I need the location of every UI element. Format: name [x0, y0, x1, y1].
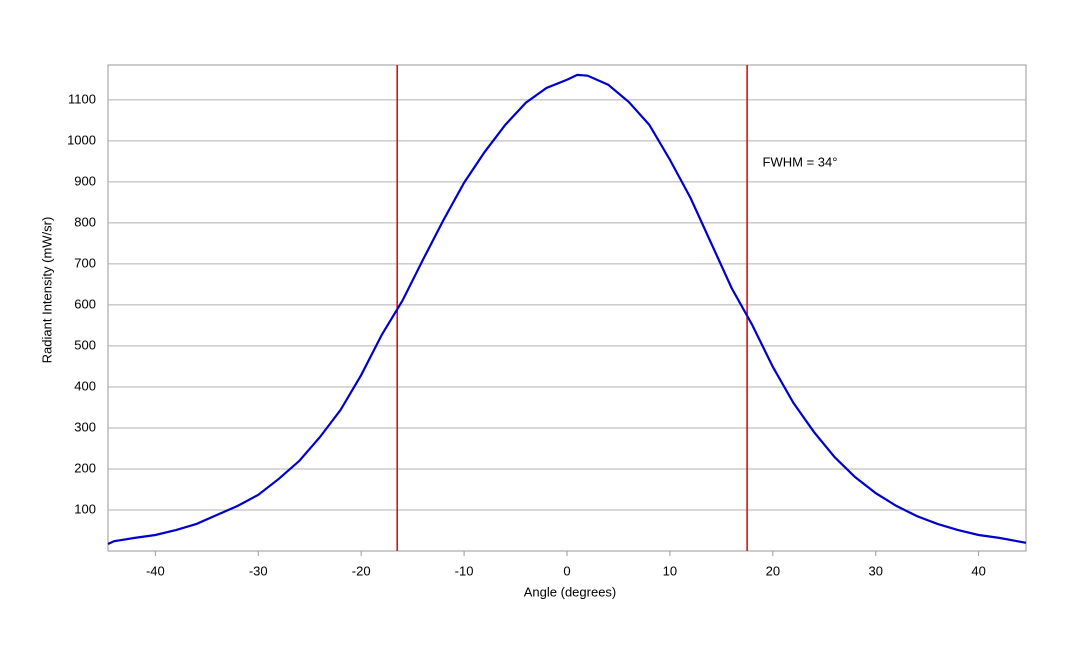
plot-frame: [107, 64, 1027, 552]
x-tick-label: 40: [971, 563, 985, 578]
data-line: [107, 73, 1027, 546]
y-tick-label: 500: [74, 337, 96, 352]
x-tick-label: 0: [563, 563, 570, 578]
y-tick-label: 200: [74, 460, 96, 475]
annotation: FWHM = 34°: [763, 154, 838, 169]
y-tick-label: 1000: [67, 132, 96, 147]
y-tick-label: 700: [74, 255, 96, 270]
y-axis-label: Radiant Intensity (mW/sr): [39, 217, 54, 364]
x-tick-label: -40: [146, 563, 165, 578]
x-tick-label: 10: [663, 563, 677, 578]
x-tick-label: 30: [869, 563, 883, 578]
y-tick-label: 1100: [68, 91, 96, 106]
y-tick-label: 600: [74, 296, 96, 311]
y-tick-label: 300: [74, 419, 96, 434]
y-tick-label: 100: [74, 501, 96, 516]
x-tick-label: -10: [455, 563, 474, 578]
y-tick-label: 400: [74, 378, 96, 393]
x-tick-label: 20: [766, 563, 780, 578]
x-tick-label: -20: [352, 563, 371, 578]
x-tick-label: -30: [249, 563, 268, 578]
y-tick-label: 900: [74, 173, 96, 188]
y-tick-label: 800: [74, 214, 96, 229]
x-axis-label: Angle (degrees): [524, 584, 617, 599]
